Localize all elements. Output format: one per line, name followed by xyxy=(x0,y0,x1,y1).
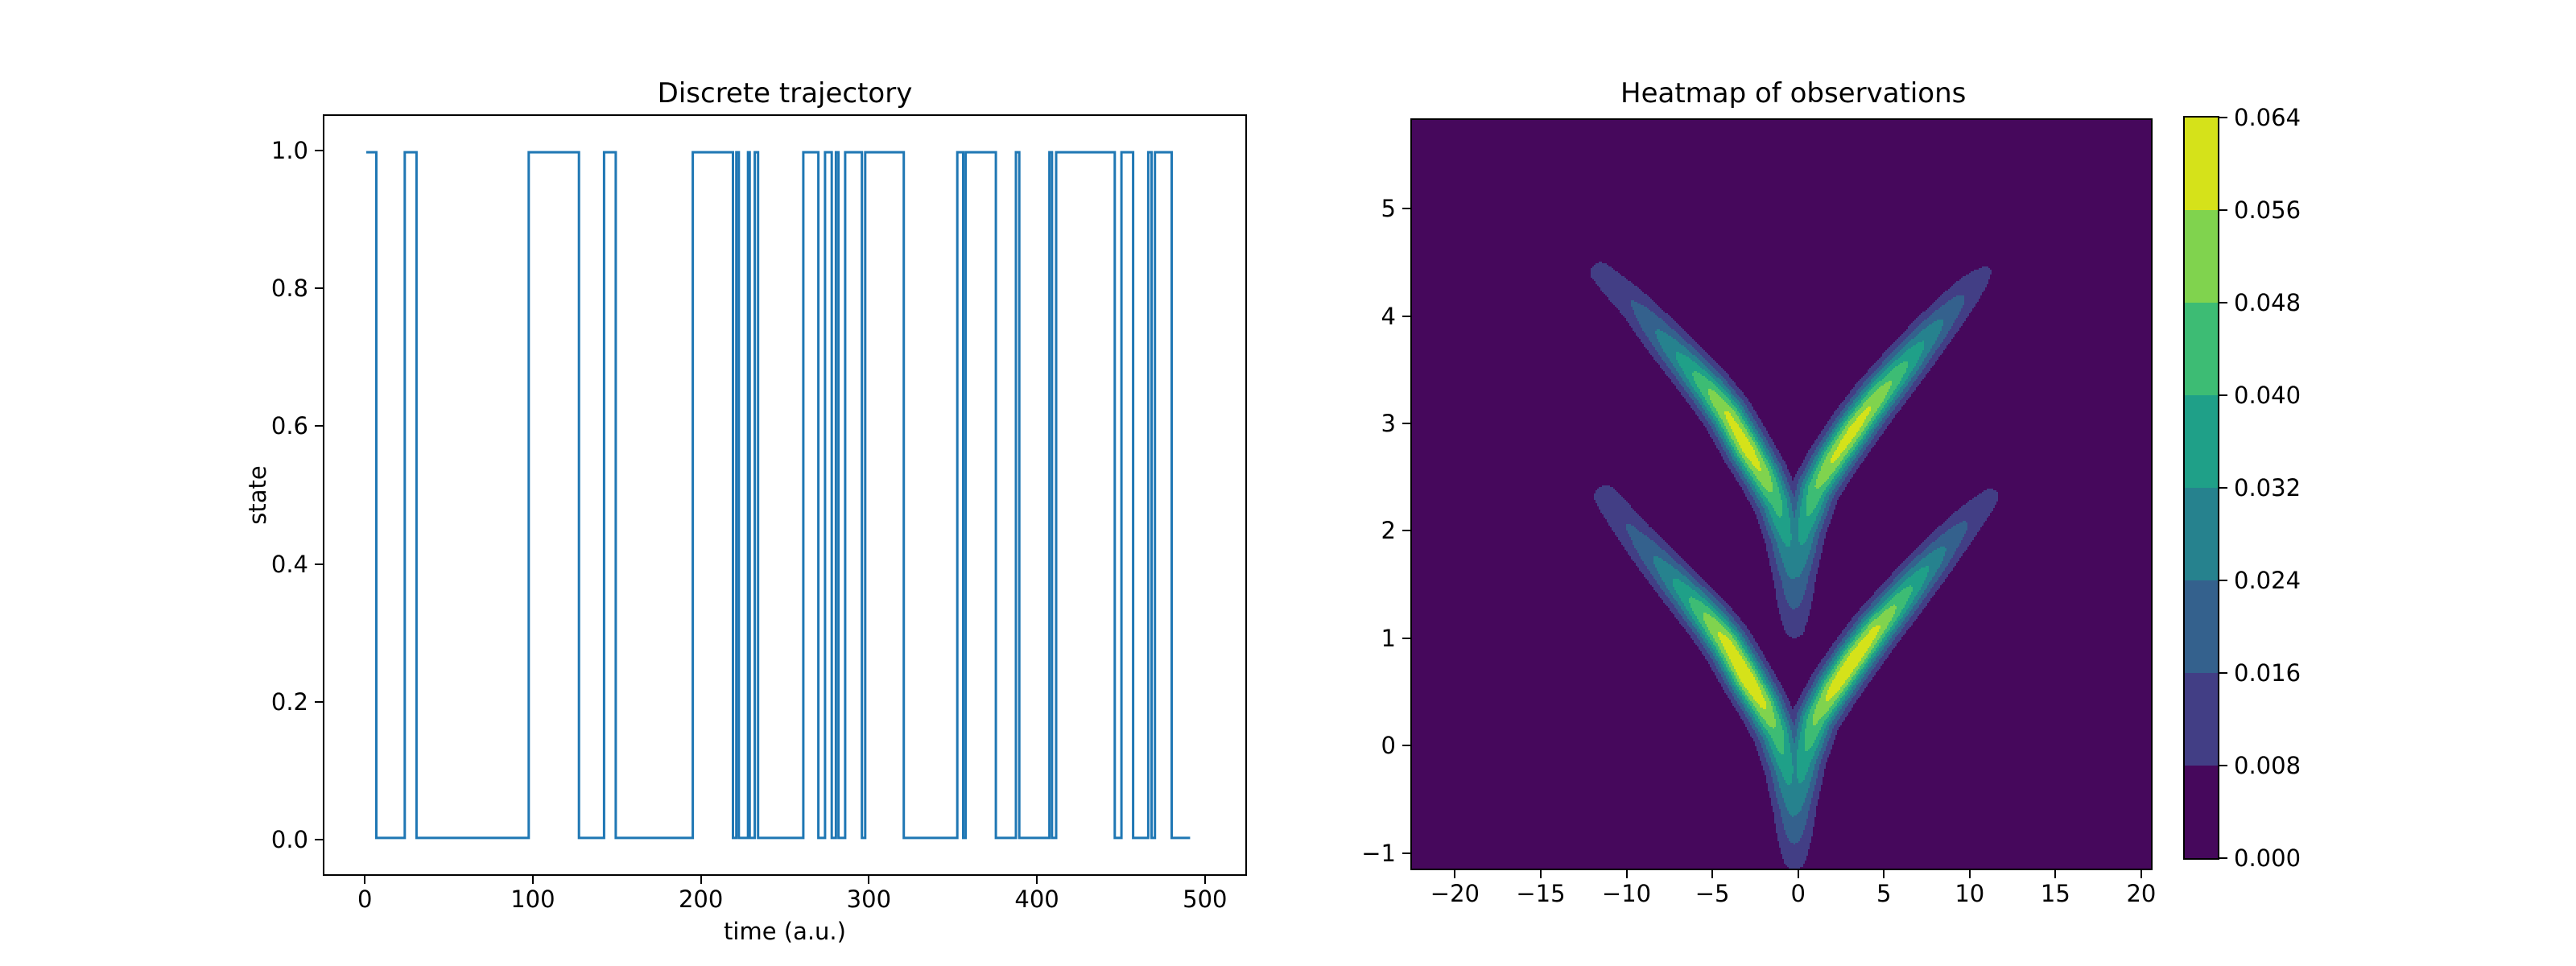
y-tick-mark xyxy=(1402,637,1410,639)
colorbar-tick-label: 0.064 xyxy=(2234,104,2301,131)
y-tick-label: 4 xyxy=(1381,302,1396,330)
y-tick-label: 2 xyxy=(1381,517,1396,545)
colorbar-tick-label: 0.032 xyxy=(2234,474,2301,502)
y-tick-mark xyxy=(315,150,323,152)
y-tick-label: 3 xyxy=(1381,409,1396,437)
x-tick-label: 0 xyxy=(357,886,373,913)
colorbar-tick-mark xyxy=(2219,672,2227,674)
colorbar-band xyxy=(2185,487,2218,580)
trajectory-step-line xyxy=(366,151,1191,840)
y-tick-label: 0.8 xyxy=(270,275,308,303)
colorbar-tick-label: 0.040 xyxy=(2234,382,2301,409)
y-tick-mark xyxy=(315,287,323,290)
x-tick-mark xyxy=(1454,870,1456,878)
x-tick-mark xyxy=(1036,876,1038,884)
x-tick-label: 200 xyxy=(678,886,724,913)
colorbar-tick-mark xyxy=(2219,117,2227,118)
x-tick-label: 400 xyxy=(1014,886,1059,913)
x-tick-label: −20 xyxy=(1430,880,1480,907)
x-tick-label: 300 xyxy=(846,886,892,913)
colorbar-band xyxy=(2185,672,2218,766)
colorbar-tick-mark xyxy=(2219,580,2227,581)
y-tick-mark xyxy=(315,425,323,427)
left-plot-title: Discrete trajectory xyxy=(657,77,913,109)
y-tick-label: 0 xyxy=(1381,732,1396,760)
x-tick-mark xyxy=(2140,870,2142,878)
y-tick-label: 1 xyxy=(1381,624,1396,652)
y-tick-label: 1.0 xyxy=(270,137,308,165)
x-tick-mark xyxy=(1797,870,1799,878)
y-tick-label: 0.6 xyxy=(270,412,308,440)
y-tick-label: 0.4 xyxy=(270,550,308,578)
y-tick-mark xyxy=(1402,422,1410,424)
colorbar-tick-label: 0.008 xyxy=(2234,752,2301,779)
y-tick-mark xyxy=(1402,852,1410,854)
colorbar-band xyxy=(2185,394,2218,488)
left-x-axis-label: time (a.u.) xyxy=(724,918,846,945)
left-axes xyxy=(323,114,1247,876)
x-tick-label: 500 xyxy=(1183,886,1228,913)
colorbar-tick-label: 0.048 xyxy=(2234,289,2301,316)
x-tick-label: 0 xyxy=(1790,880,1806,907)
colorbar-tick-mark xyxy=(2219,209,2227,211)
x-tick-mark xyxy=(868,876,870,884)
x-tick-label: 5 xyxy=(1876,880,1892,907)
x-tick-mark xyxy=(1539,870,1542,878)
colorbar-tick-mark xyxy=(2219,765,2227,766)
colorbar-band xyxy=(2185,118,2218,210)
colorbar-tick-label: 0.056 xyxy=(2234,196,2301,224)
colorbar-tick-mark xyxy=(2219,857,2227,859)
heatmap-title: Heatmap of observations xyxy=(1620,77,1967,109)
x-tick-label: −5 xyxy=(1695,880,1730,907)
x-tick-mark xyxy=(1711,870,1714,878)
colorbar-band xyxy=(2185,209,2218,303)
colorbar-band xyxy=(2185,302,2218,395)
colorbar xyxy=(2183,116,2219,860)
x-tick-label: −15 xyxy=(1516,880,1566,907)
x-tick-mark xyxy=(531,876,534,884)
y-tick-mark xyxy=(315,700,323,703)
heatmap-axes xyxy=(1410,118,2153,870)
y-tick-mark xyxy=(1402,315,1410,317)
colorbar-tick-mark xyxy=(2219,394,2227,396)
colorbar-tick-label: 0.016 xyxy=(2234,659,2301,687)
colorbar-tick-label: 0.000 xyxy=(2234,844,2301,872)
y-tick-mark xyxy=(1402,208,1410,210)
x-tick-mark xyxy=(1625,870,1628,878)
x-tick-mark xyxy=(1883,870,1885,878)
x-tick-mark xyxy=(364,876,366,884)
left-y-axis-label: state xyxy=(244,465,271,525)
x-tick-mark xyxy=(700,876,702,884)
colorbar-tick-mark xyxy=(2219,487,2227,489)
colorbar-tick-label: 0.024 xyxy=(2234,567,2301,594)
y-tick-mark xyxy=(1402,745,1410,747)
x-tick-mark xyxy=(2054,870,2057,878)
y-tick-label: −1 xyxy=(1361,839,1396,867)
x-tick-label: −10 xyxy=(1601,880,1652,907)
x-tick-mark xyxy=(1968,870,1971,878)
y-tick-label: 0.2 xyxy=(270,687,308,716)
colorbar-band xyxy=(2185,580,2218,673)
x-tick-label: 15 xyxy=(2040,880,2070,907)
y-tick-mark xyxy=(315,563,323,565)
y-tick-label: 5 xyxy=(1381,195,1396,223)
colorbar-band xyxy=(2185,765,2218,858)
x-tick-label: 20 xyxy=(2126,880,2157,907)
colorbar-tick-mark xyxy=(2219,302,2227,303)
x-tick-mark xyxy=(1203,876,1206,884)
y-tick-mark xyxy=(1402,530,1410,532)
x-tick-label: 100 xyxy=(510,886,555,913)
y-tick-label: 0.0 xyxy=(270,825,308,853)
y-tick-mark xyxy=(315,838,323,840)
heatmap-contour-image xyxy=(1412,120,2151,869)
x-tick-label: 10 xyxy=(1955,880,1985,907)
